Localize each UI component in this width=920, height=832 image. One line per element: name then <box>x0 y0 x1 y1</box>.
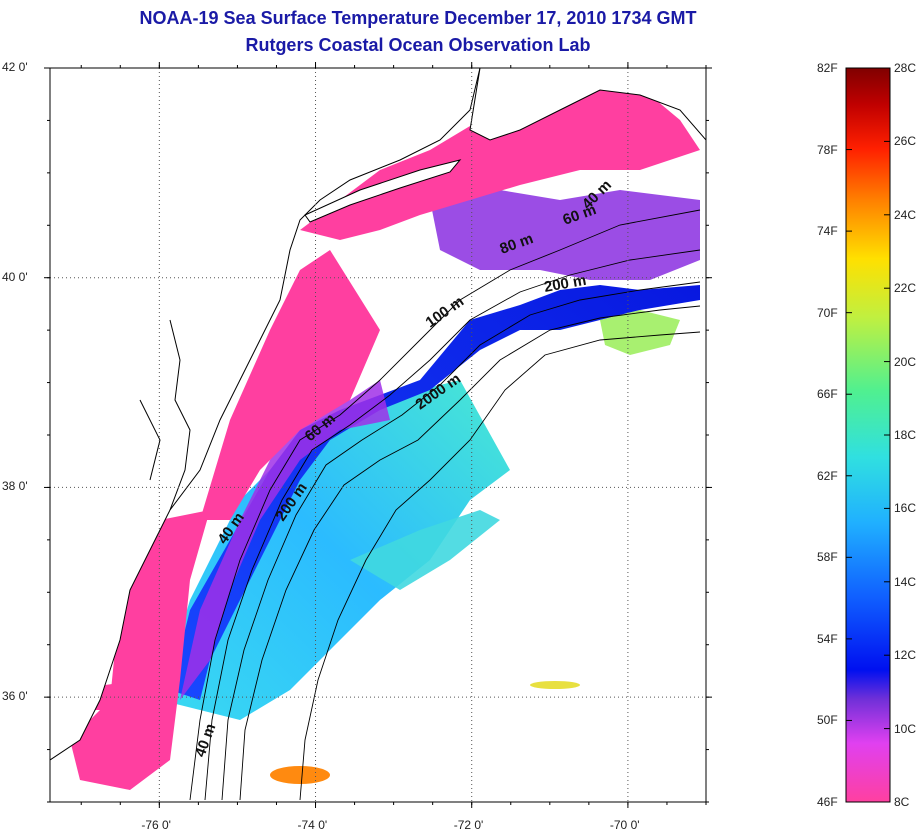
map-subtitle: Rutgers Coastal Ocean Observation Lab <box>245 35 591 55</box>
longitude-tick-label: -76 0' <box>141 818 171 832</box>
contour-label: 40 m <box>192 721 220 759</box>
colorbar-fahrenheit-label: 66F <box>817 387 838 402</box>
land-mass <box>50 68 481 761</box>
colorbar-celsius-label: 26C <box>894 134 917 149</box>
colorbar-fahrenheit-label: 74F <box>817 224 838 239</box>
colorbar-fahrenheit-label: 82F <box>817 61 838 75</box>
long-island <box>304 159 462 223</box>
cold-shelf-south <box>70 510 210 790</box>
latitude-tick-label: 42 0' <box>2 60 28 74</box>
colorbar-fahrenheit-label: 54F <box>817 631 838 646</box>
longitude-tick-label: -72 0' <box>453 818 484 832</box>
cold-shelf-north <box>300 75 700 240</box>
colorbar-fahrenheit-label: 70F <box>817 305 838 320</box>
gulf-stream-region <box>160 380 510 720</box>
latitude-tick-label: 40 0' <box>2 269 28 284</box>
latitude-tick-label: 38 0' <box>2 479 28 494</box>
cape-cod <box>469 68 706 141</box>
chesapeake-bay <box>139 319 191 511</box>
colorbar-fahrenheit-label: 50F <box>817 713 838 728</box>
colorbar-celsius-label: 12C <box>894 648 917 663</box>
latitude-tick-label: 36 0' <box>2 689 28 704</box>
bathymetry-contours <box>189 209 701 801</box>
cold-shelf-mid <box>200 250 380 520</box>
contour-label: 100 m <box>423 293 468 331</box>
colorbar-fahrenheit-label: 46F <box>817 795 838 809</box>
colorbar <box>845 67 891 803</box>
colorbar-celsius-label: 8C <box>894 795 910 809</box>
map-title: NOAA-19 Sea Surface Temperature December… <box>139 8 697 28</box>
colorbar-fahrenheit-label: 58F <box>817 550 838 565</box>
colorbar-celsius-label: 18C <box>894 428 917 442</box>
warm-patch-east <box>600 310 680 355</box>
colorbar-celsius-label: 22C <box>894 281 917 296</box>
colorbar-celsius-label: 14C <box>894 574 917 589</box>
longitude-tick-label: -70 0' <box>609 818 640 832</box>
colorbar-fahrenheit-label: 78F <box>817 142 838 157</box>
colorbar-celsius-label: 16C <box>894 501 917 516</box>
colorbar-ticks <box>846 67 890 803</box>
shelf-transition-north <box>430 190 700 280</box>
colorbar-celsius-label: 10C <box>894 721 917 736</box>
longitude-tick-label: -74 0' <box>297 818 328 832</box>
sst-field <box>50 68 706 801</box>
gulf-stream-patch <box>350 510 500 590</box>
colorbar-celsius-label: 24C <box>894 207 917 222</box>
warm-patch-south <box>270 766 330 784</box>
colorbar-celsius-label: 28C <box>894 61 917 75</box>
colorbar-fahrenheit-label: 62F <box>817 468 838 483</box>
warm-patch-yellow <box>530 681 580 689</box>
colorbar-celsius-label: 20C <box>894 354 917 369</box>
map-ticks <box>44 62 712 808</box>
